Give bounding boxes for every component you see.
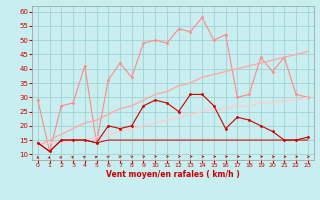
X-axis label: Vent moyen/en rafales ( km/h ): Vent moyen/en rafales ( km/h ) [106,170,240,179]
